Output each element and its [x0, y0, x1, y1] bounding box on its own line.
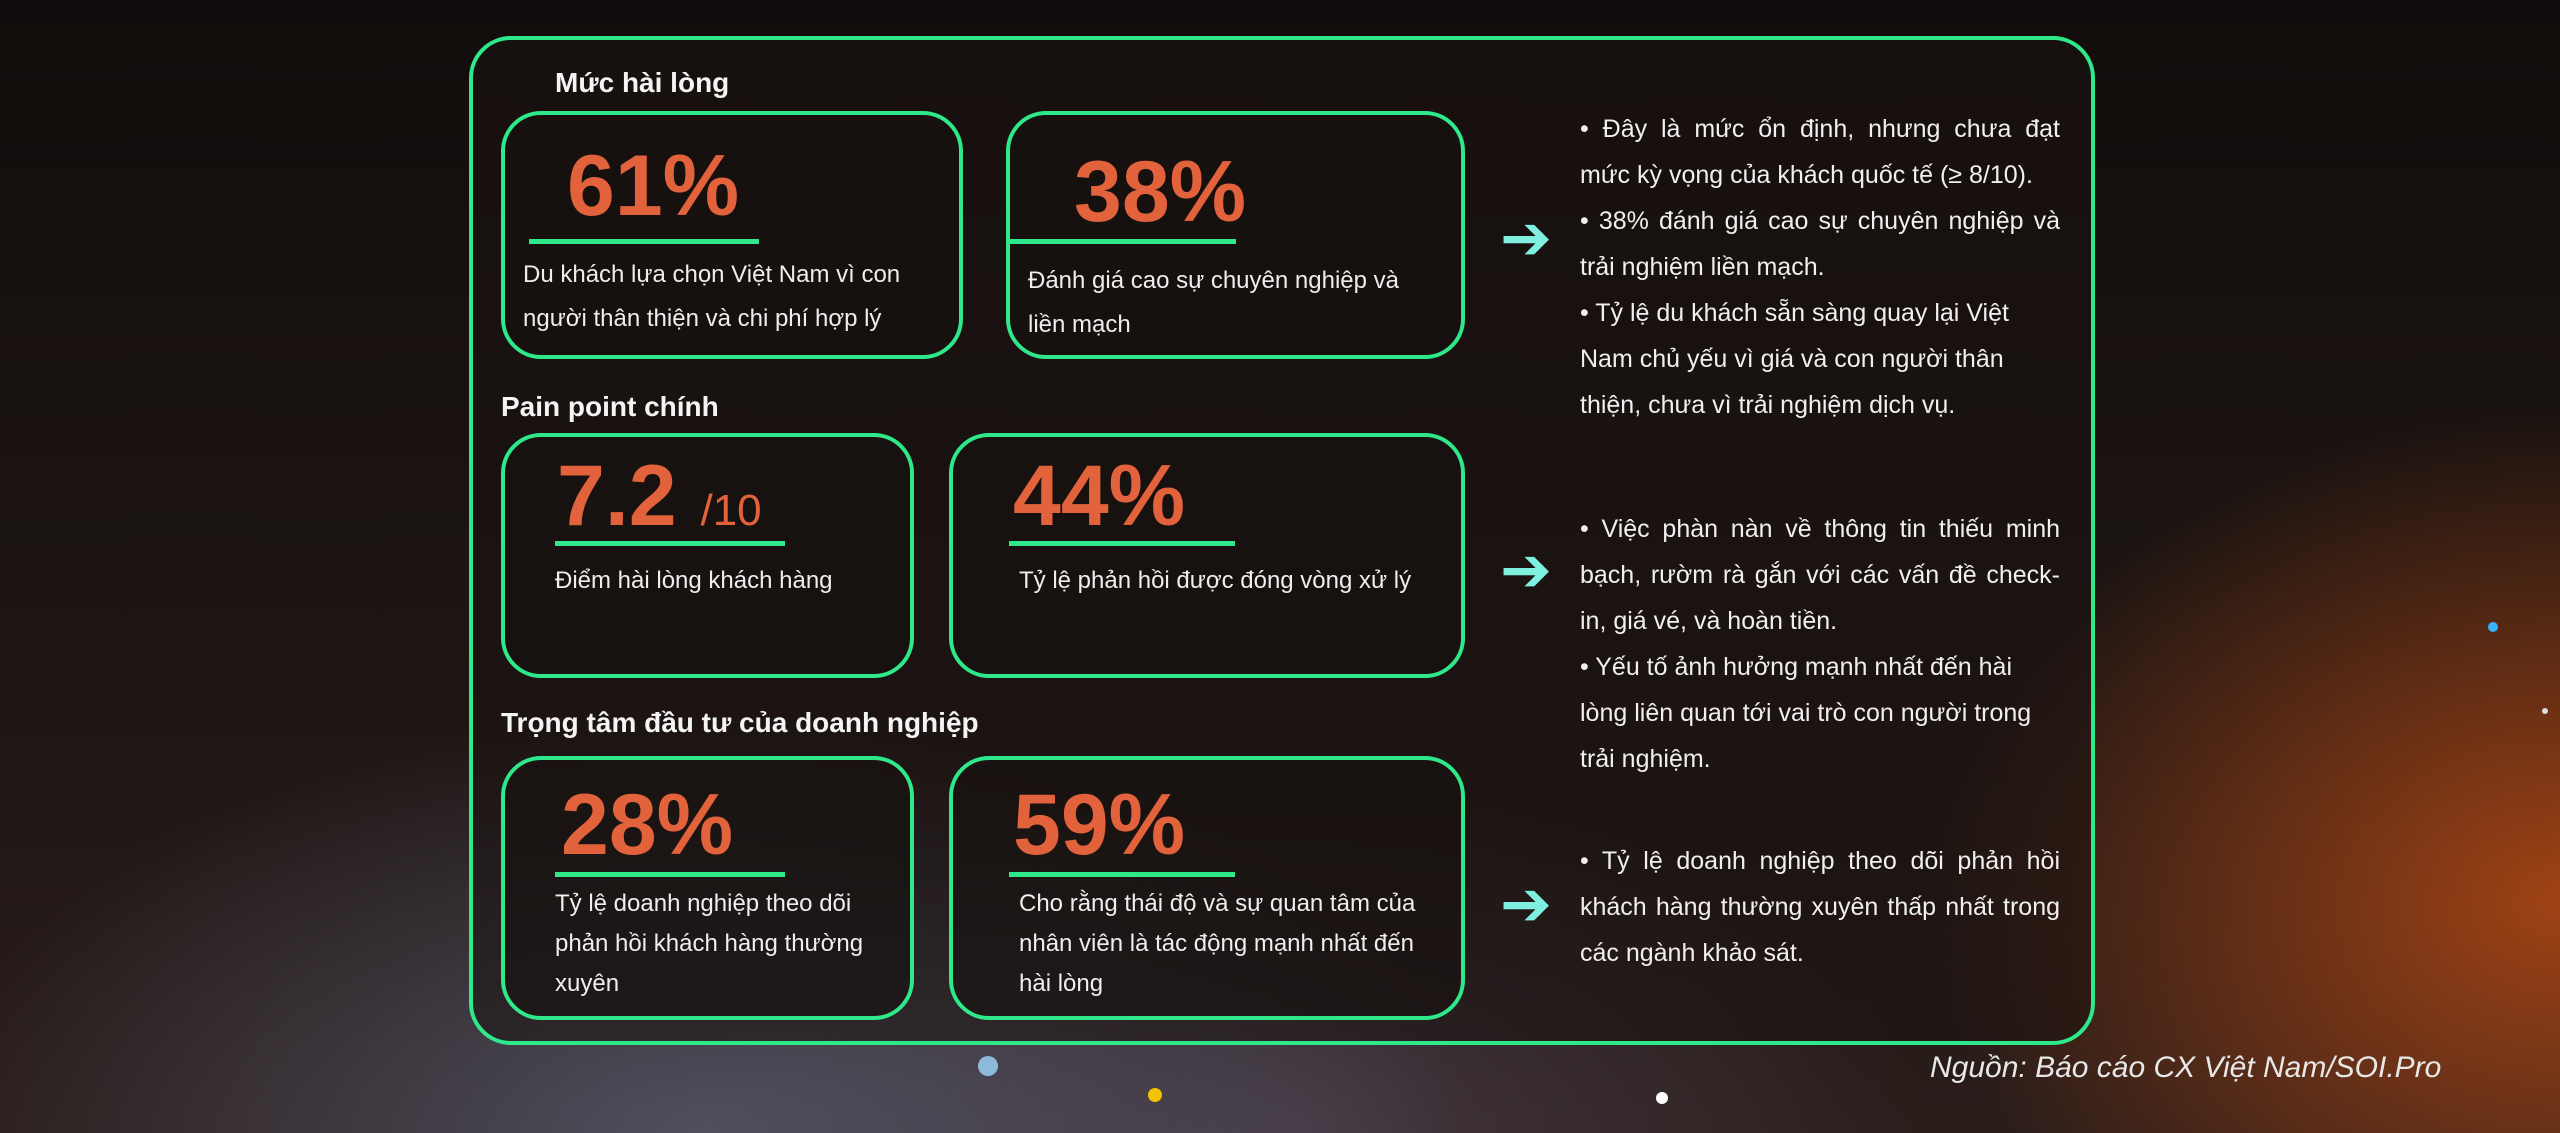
stat-description: Cho rằng thái độ và sự quan tâm của nhân… [1019, 890, 1416, 997]
arrow-right-icon: ➔ [1500, 204, 1552, 273]
stat-value: 38% [1074, 144, 1247, 240]
stat-card: 28% Tỷ lệ doanh nghiệp theo dõi phản hồi… [501, 756, 914, 1020]
stat-value: 61% [567, 138, 740, 234]
section-title-investment: Trọng tâm đầu tư của doanh nghiệp [501, 707, 979, 738]
stat-description: Điểm hài lòng khách hàng [555, 567, 833, 594]
arrow-right-icon: ➔ [1500, 870, 1552, 939]
underline [555, 541, 785, 546]
stat-description: Đánh giá cao sự chuyên nghiệp và liền mạ… [1028, 267, 1399, 338]
stat-number: 7.2 [557, 448, 677, 544]
notes-pain-point: • Việc phàn nàn về thông tin thiếu minh … [1580, 506, 2060, 782]
section-title-satisfaction: Mức hài lòng [555, 67, 730, 98]
note: • 38% đánh giá cao sự chuyên nghiệp và t… [1580, 207, 2060, 281]
section-title-pain-point: Pain point chính [501, 391, 719, 422]
note: • Yếu tố ảnh hưởng mạnh nhất đến hài lòn… [1580, 653, 2032, 773]
stat-suffix: /10 [700, 486, 762, 535]
note: • Tỷ lệ doanh nghiệp theo dõi phản hồi k… [1580, 847, 2060, 967]
stat-card: 44% Tỷ lệ phản hồi được đóng vòng xử lý [949, 433, 1465, 678]
note: • Đây là mức ổn định, nhưng chưa đạt mức… [1580, 115, 2060, 189]
underline [1009, 541, 1235, 546]
note: • Việc phàn nàn về thông tin thiếu minh … [1580, 515, 2060, 635]
decor-dot [2488, 622, 2498, 632]
underline [555, 872, 785, 877]
stat-description: Du khách lựa chọn Việt Nam vì con người … [523, 261, 901, 332]
notes-satisfaction: • Đây là mức ổn định, nhưng chưa đạt mức… [1580, 106, 2060, 428]
notes-investment: • Tỷ lệ doanh nghiệp theo dõi phản hồi k… [1580, 838, 2060, 976]
stat-value: 59% [1013, 777, 1186, 873]
decor-dot [978, 1056, 998, 1076]
underline [529, 239, 759, 244]
underline [1010, 239, 1236, 244]
stat-card: 38% Đánh giá cao sự chuyên nghiệp và liề… [1006, 111, 1465, 359]
stat-value: 28% [561, 777, 734, 873]
source-caption: Nguồn: Báo cáo CX Việt Nam/SOI.Pro [1930, 1051, 2442, 1084]
stat-value: 7.2 /10 [557, 453, 762, 539]
stat-value: 44% [1013, 448, 1186, 544]
stat-card: 61% Du khách lựa chọn Việt Nam vì con ng… [501, 111, 963, 359]
note: • Tỷ lệ du khách sẵn sàng quay lại Việt … [1580, 299, 2009, 419]
stat-card: 7.2 /10 Điểm hài lòng khách hàng [501, 433, 914, 678]
decor-dot [1148, 1088, 1162, 1102]
decor-dot [1656, 1092, 1668, 1104]
arrow-right-icon: ➔ [1500, 536, 1552, 605]
stat-card: 59% Cho rằng thái độ và sự quan tâm của … [949, 756, 1465, 1020]
stat-description: Tỷ lệ phản hồi được đóng vòng xử lý [1019, 567, 1412, 594]
stat-description: Tỷ lệ doanh nghiệp theo dõi phản hồi khá… [555, 890, 864, 997]
underline [1009, 872, 1235, 877]
decor-dot [2542, 708, 2548, 714]
